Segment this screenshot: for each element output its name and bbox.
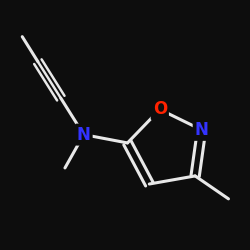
Text: N: N: [195, 121, 208, 139]
Text: N: N: [77, 126, 91, 144]
Text: O: O: [153, 100, 167, 118]
